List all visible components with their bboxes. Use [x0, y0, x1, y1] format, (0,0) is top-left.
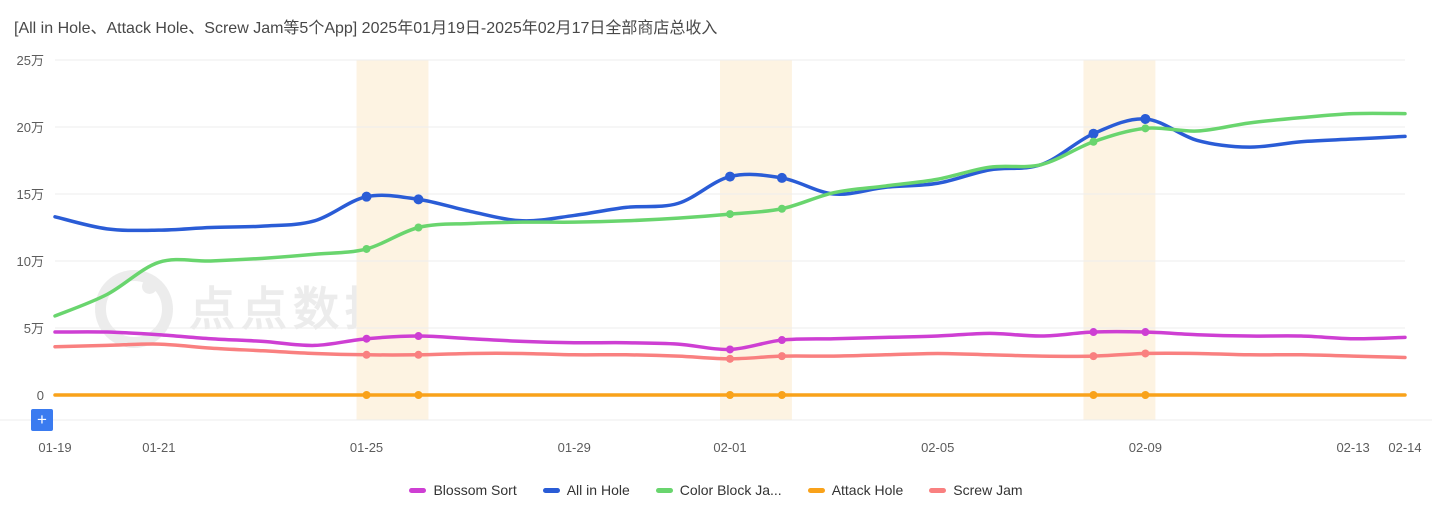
legend-item-attack-hole[interactable]: Attack Hole [807, 482, 904, 498]
legend-item-blossom-sort[interactable]: Blossom Sort [409, 482, 517, 498]
y-axis-tick-label: 20万 [17, 120, 44, 135]
data-point-screw-jam[interactable] [777, 352, 786, 361]
legend-marker-all-in-hole [542, 487, 560, 493]
data-point-attack-hole[interactable] [726, 391, 734, 399]
data-point-screw-jam[interactable] [1141, 349, 1150, 358]
data-point-screw-jam[interactable] [414, 350, 423, 359]
y-axis-tick-label: 25万 [17, 53, 44, 68]
data-point-attack-hole[interactable] [777, 391, 786, 399]
data-point-color-block-ja[interactable] [414, 223, 423, 232]
revenue-line-chart[interactable]: 0 5万 10万 15万 20万 25万 01-19 01-21 01-25 01-29 02-01… [0, 0, 1432, 470]
data-point-blossom-sort[interactable] [726, 345, 734, 354]
data-point-blossom-sort[interactable] [362, 334, 371, 343]
x-axis-tick-label: 02-05 [921, 440, 954, 455]
y-axis-tick-label: 15万 [17, 187, 44, 202]
legend-marker-attack-hole [807, 487, 825, 493]
x-axis-tick-label: 02-01 [713, 440, 746, 455]
plus-button[interactable]: + [31, 409, 53, 431]
data-point-screw-jam[interactable] [726, 354, 734, 363]
legend-label: Screw Jam [953, 482, 1023, 498]
chart-legend: Blossom Sort All in Hole Color Block Ja...… [0, 482, 1432, 498]
legend-label: Color Block Ja... [679, 482, 782, 498]
data-point-color-block-ja[interactable] [777, 204, 786, 213]
legend-item-all-in-hole[interactable]: All in Hole [542, 482, 630, 498]
legend-item-color-block-ja[interactable]: Color Block Ja... [655, 482, 782, 498]
data-point-all-in-hole[interactable] [776, 172, 787, 183]
chart-title: [All in Hole、Attack Hole、Screw Jam等5个App… [14, 20, 718, 37]
weekend-highlight-band [720, 60, 792, 420]
legend-label: Blossom Sort [433, 482, 517, 498]
data-point-blossom-sort[interactable] [414, 332, 423, 341]
data-point-all-in-hole[interactable] [413, 194, 424, 205]
data-point-color-block-ja[interactable] [726, 210, 734, 219]
data-point-screw-jam[interactable] [1089, 352, 1098, 361]
weekend-highlight-band [1083, 60, 1156, 420]
y-axis-tick-label: 5万 [24, 321, 44, 336]
data-point-all-in-hole[interactable] [1140, 113, 1151, 124]
legend-label: All in Hole [566, 482, 630, 498]
legend-marker-blossom-sort [409, 487, 427, 493]
y-axis-tick-label: 10万 [17, 254, 44, 269]
legend-marker-color-block-ja [655, 487, 673, 493]
data-point-attack-hole[interactable] [1141, 391, 1150, 399]
legend-label: Attack Hole [831, 482, 904, 498]
x-axis-tick-label: 01-19 [38, 440, 71, 455]
data-point-color-block-ja[interactable] [1141, 124, 1150, 133]
x-axis-tick-label: 02-13 [1336, 440, 1369, 455]
legend-item-screw-jam[interactable]: Screw Jam [929, 482, 1023, 498]
data-point-all-in-hole[interactable] [1088, 128, 1099, 139]
data-point-blossom-sort[interactable] [777, 336, 786, 345]
data-point-color-block-ja[interactable] [362, 244, 371, 253]
data-point-blossom-sort[interactable] [1141, 328, 1150, 337]
data-point-all-in-hole[interactable] [725, 171, 735, 182]
data-point-all-in-hole[interactable] [361, 191, 372, 202]
x-axis-tick-label: 01-25 [350, 440, 383, 455]
data-point-attack-hole[interactable] [362, 391, 371, 399]
x-axis-tick-label: 01-29 [558, 440, 591, 455]
data-point-color-block-ja[interactable] [1089, 137, 1098, 146]
x-axis-tick-label: 02-09 [1129, 440, 1162, 455]
data-point-screw-jam[interactable] [362, 350, 371, 359]
x-axis-tick-label: 02-14 [1388, 440, 1421, 455]
data-point-blossom-sort[interactable] [1089, 328, 1098, 337]
x-axis-tick-label: 01-21 [142, 440, 175, 455]
data-point-attack-hole[interactable] [414, 391, 423, 399]
legend-marker-screw-jam [929, 487, 947, 493]
y-axis-tick-label: 0 [37, 388, 44, 403]
data-point-attack-hole[interactable] [1089, 391, 1098, 399]
